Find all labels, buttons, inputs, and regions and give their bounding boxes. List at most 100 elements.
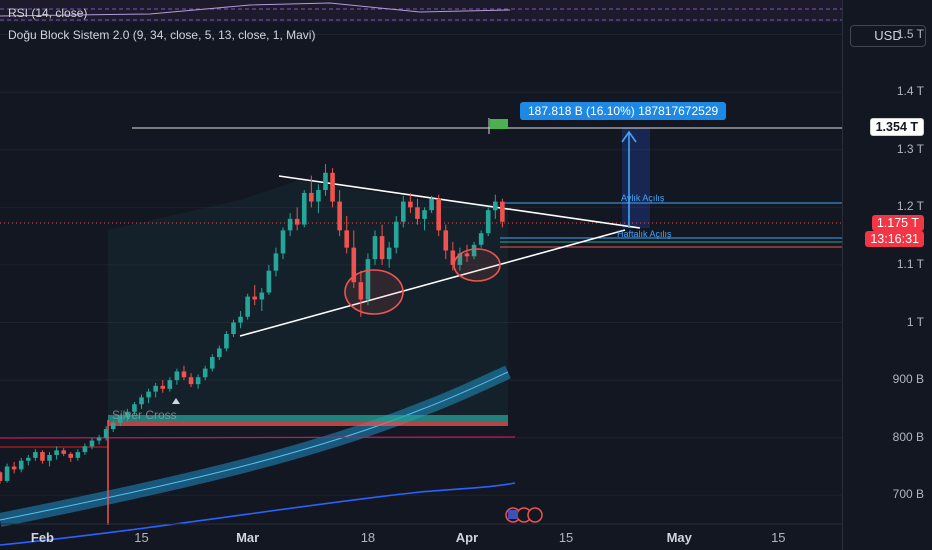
flag-icon xyxy=(490,119,508,129)
x-tick-label: Apr xyxy=(455,530,479,545)
ma-line-red xyxy=(0,436,516,439)
candle-body xyxy=(344,230,350,248)
dbs-legend[interactable]: Doğu Block Sistem 2.0 (9, 34, close, 5, … xyxy=(8,28,316,42)
ma-ribbon-edge xyxy=(0,371,509,521)
candle-body xyxy=(393,221,399,248)
candle-body xyxy=(500,201,505,222)
green-band xyxy=(108,415,508,422)
candle-body xyxy=(330,172,335,202)
candle-body xyxy=(401,201,406,222)
candle-body xyxy=(365,259,371,300)
candle-body xyxy=(457,253,463,265)
candle-body xyxy=(68,453,74,458)
candle-body xyxy=(422,210,427,219)
target-price-tag: 1.354 T xyxy=(869,118,924,136)
event-icon xyxy=(527,507,543,523)
ma-line-blue xyxy=(0,482,516,546)
candle-body xyxy=(351,247,357,283)
candle-body xyxy=(47,454,52,461)
candle-body xyxy=(309,192,314,202)
candle-body xyxy=(82,446,88,453)
candle-body xyxy=(217,348,222,358)
flag-us-icon xyxy=(508,510,518,519)
rsi-legend[interactable]: RSI (14, close) xyxy=(8,6,88,20)
candle-body xyxy=(160,385,166,389)
x-tick-label: 15 xyxy=(558,530,574,545)
y-tick-label: 900 B xyxy=(892,372,924,387)
x-tick-label: 15 xyxy=(771,530,786,545)
candle-body xyxy=(280,230,286,254)
candle-body xyxy=(464,253,470,257)
moving-average-ribbons xyxy=(0,365,516,546)
candle-body xyxy=(231,322,236,335)
x-tick-label: 18 xyxy=(360,530,376,545)
bottom-circle-right xyxy=(453,248,501,282)
candle-body xyxy=(478,233,484,245)
candle-body xyxy=(125,411,130,418)
candle-body xyxy=(110,422,116,430)
triangle-upper-line xyxy=(278,175,641,229)
candle-body xyxy=(75,452,81,458)
trend-lines xyxy=(0,127,842,337)
candle-body xyxy=(153,385,158,392)
candle-body xyxy=(245,296,250,317)
candle-body xyxy=(195,377,201,385)
candle-body xyxy=(372,236,378,260)
candle-body xyxy=(89,440,95,447)
candle-body xyxy=(238,316,243,323)
rsi-pane xyxy=(0,0,842,22)
candle-body xyxy=(26,457,31,461)
candle-body xyxy=(33,452,38,458)
candle-body xyxy=(4,466,10,481)
x-tick-label: 15 xyxy=(134,530,149,545)
candle-body xyxy=(209,357,215,369)
candle-body xyxy=(202,368,208,378)
candle-body xyxy=(492,201,498,211)
candle-body xyxy=(139,397,144,405)
last-price-tag: 1.175 T xyxy=(871,215,924,231)
x-tick-label: Mar xyxy=(236,530,260,545)
y-tick-label: 1.1 T xyxy=(896,256,924,271)
cross-marker-arrow xyxy=(172,398,180,404)
axis-divider xyxy=(842,0,843,550)
candle-body xyxy=(96,437,102,441)
monthly-open-label: Aylık Açılış xyxy=(621,193,665,203)
candle-body xyxy=(0,472,3,481)
candle-body xyxy=(436,198,441,231)
countdown-tag: 13:16:31 xyxy=(865,231,924,247)
candle-body xyxy=(259,292,265,300)
candle-body xyxy=(323,172,328,191)
candle-body xyxy=(471,244,477,257)
candle-body xyxy=(379,236,385,260)
candle-body xyxy=(266,270,272,293)
candle-body xyxy=(146,391,151,398)
candle-body xyxy=(301,192,307,225)
candle-body xyxy=(18,460,24,470)
y-tick-label: 1.5 T xyxy=(896,26,924,41)
y-tick-label: 800 B xyxy=(892,429,924,444)
x-tick-label: Feb xyxy=(30,530,55,545)
candle-body xyxy=(54,450,59,455)
currency-selector[interactable]: USD xyxy=(850,25,926,47)
candle-body xyxy=(294,218,300,225)
candle-body xyxy=(273,253,279,271)
candle-body xyxy=(386,247,392,260)
y-tick-label: 1.4 T xyxy=(896,84,924,99)
candle-body xyxy=(11,466,17,470)
x-tick-label: May xyxy=(666,530,692,545)
candle-body xyxy=(117,417,123,423)
candle-body xyxy=(188,377,194,385)
red-band xyxy=(108,422,508,426)
candle-body xyxy=(287,218,293,231)
candle-body xyxy=(40,452,45,461)
candle-body xyxy=(181,371,187,378)
overlay-shapes xyxy=(344,118,543,523)
weekly-open-label: Haftalık Açılış xyxy=(617,229,672,239)
y-tick-label: 700 B xyxy=(892,487,924,502)
y-tick-label: 1 T xyxy=(906,314,924,329)
measure-label[interactable]: 187.818 B (16.10%) 187817672529 xyxy=(520,102,727,120)
candle-body xyxy=(132,404,137,412)
area-fills xyxy=(107,128,650,525)
bottom-circle-left xyxy=(344,269,404,315)
